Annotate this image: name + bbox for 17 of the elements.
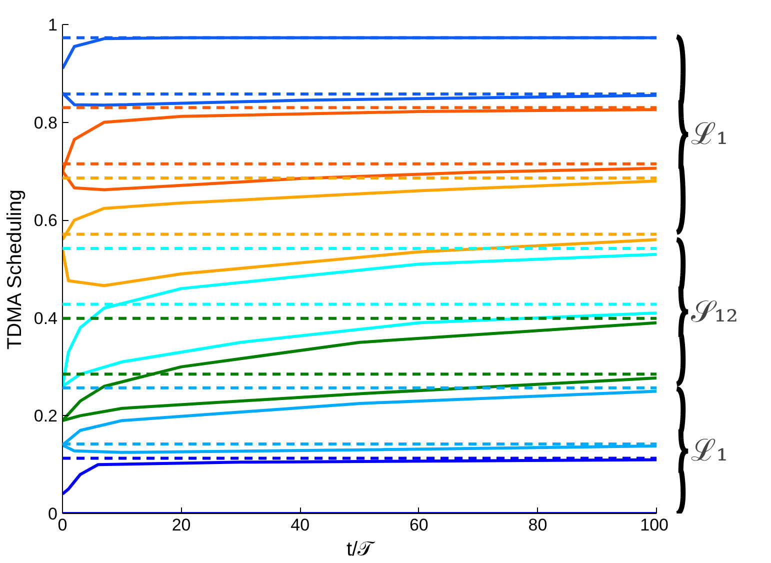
y-tick-label: 0.2 xyxy=(34,406,58,426)
x-tick-label: 40 xyxy=(290,516,310,534)
y-tick-label: 0.4 xyxy=(34,308,58,328)
text: 𝒮₁₂ xyxy=(691,294,738,330)
x-tick-label: 80 xyxy=(528,516,548,534)
x-tick-label: 60 xyxy=(409,516,428,534)
text: ℒ₁ xyxy=(691,117,728,152)
y-axis-title: TDMA Scheduling xyxy=(4,190,26,350)
y-tick-label: 1 xyxy=(48,16,58,34)
line-series xyxy=(62,238,656,288)
x-axis-title: t/𝒯 xyxy=(346,538,376,560)
x-tick-label: 100 xyxy=(640,516,669,534)
line-series xyxy=(62,179,656,242)
text: ℒ₁ xyxy=(691,434,728,469)
y-tick-label: 0.6 xyxy=(34,211,58,230)
y-tick-label: 0.8 xyxy=(34,113,58,132)
x-tick-label: 20 xyxy=(172,516,191,534)
